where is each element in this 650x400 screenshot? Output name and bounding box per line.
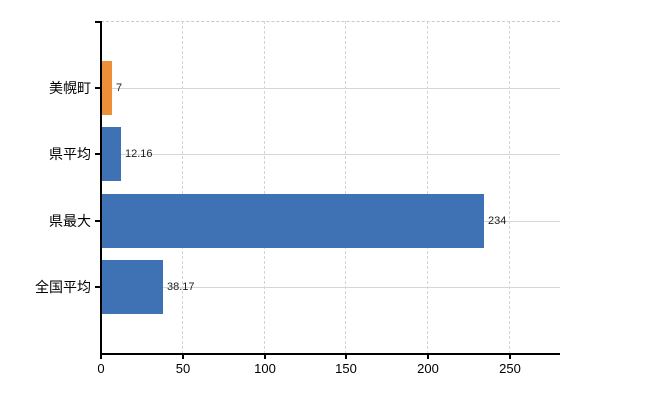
category-label: 全国平均	[35, 279, 91, 295]
horizontal-gridline	[101, 287, 560, 288]
horizontal-gridline	[101, 154, 560, 155]
bar-value-label: 7	[116, 82, 123, 94]
x-tick-label: 250	[499, 361, 521, 376]
plot-top-border	[101, 21, 560, 22]
x-tick-label: 200	[417, 361, 439, 376]
horizontal-gridline	[101, 88, 560, 89]
x-tick-label: 50	[175, 361, 191, 376]
category-label: 美幌町	[49, 80, 91, 96]
vertical-gridline	[263, 21, 265, 354]
y-tick	[95, 286, 100, 288]
y-tick	[95, 220, 100, 222]
bar	[102, 194, 484, 248]
x-tick	[182, 355, 184, 359]
x-tick	[427, 355, 429, 359]
x-tick-label: 0	[97, 361, 105, 376]
bar-value-label: 12.16	[125, 148, 153, 160]
x-tick	[509, 355, 511, 359]
x-tick	[345, 355, 347, 359]
category-label: 県最大	[49, 213, 91, 229]
vertical-gridline	[181, 21, 183, 354]
y-tick	[95, 87, 100, 89]
x-tick	[100, 355, 102, 359]
vertical-gridline	[509, 21, 511, 354]
y-axis	[100, 21, 102, 355]
x-tick-label: 100	[254, 361, 276, 376]
y-tick	[95, 153, 100, 155]
category-label: 県平均	[49, 146, 91, 162]
x-axis	[100, 353, 560, 355]
bar	[102, 61, 112, 115]
x-tick-label: 150	[335, 361, 357, 376]
x-tick	[264, 355, 266, 359]
bar-value-label: 38.17	[167, 281, 195, 293]
vertical-gridline	[345, 21, 347, 354]
y-axis-top-tick	[95, 21, 100, 23]
bar	[102, 127, 121, 181]
vertical-gridline	[427, 21, 429, 354]
bar-value-label: 234	[488, 215, 507, 227]
bar	[102, 260, 163, 314]
